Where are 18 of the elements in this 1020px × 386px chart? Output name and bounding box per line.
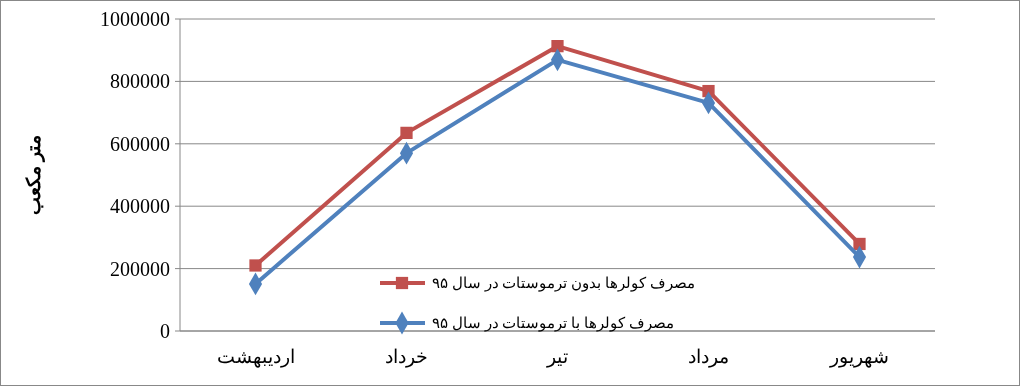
y-tick-label: 600000: [110, 132, 170, 155]
x-tick-label: تیر: [546, 346, 568, 368]
x-tick-label: اردیبهشت: [216, 346, 295, 368]
y-tick-label: 200000: [110, 257, 170, 280]
point: [551, 40, 564, 53]
x-tick-label: خرداد: [385, 346, 428, 368]
y-tick-label: 800000: [110, 70, 170, 93]
y-tick-label: 0: [160, 320, 170, 342]
legend-label: مصرف کولرها با ترموستات در سال ۹۵: [432, 315, 674, 333]
point: [249, 259, 262, 272]
point: [853, 237, 866, 251]
legend-label: مصرف کولرها بدون ترموستات در سال ۹۵: [432, 275, 695, 293]
y-axis-title: متر مکعب: [23, 135, 45, 215]
x-tick-label: شهریور: [829, 346, 889, 368]
y-tick-label: 400000: [110, 195, 170, 218]
point: [400, 126, 413, 139]
x-tick-label: مرداد: [688, 346, 729, 368]
y-tick-label: 1000000: [100, 8, 170, 30]
